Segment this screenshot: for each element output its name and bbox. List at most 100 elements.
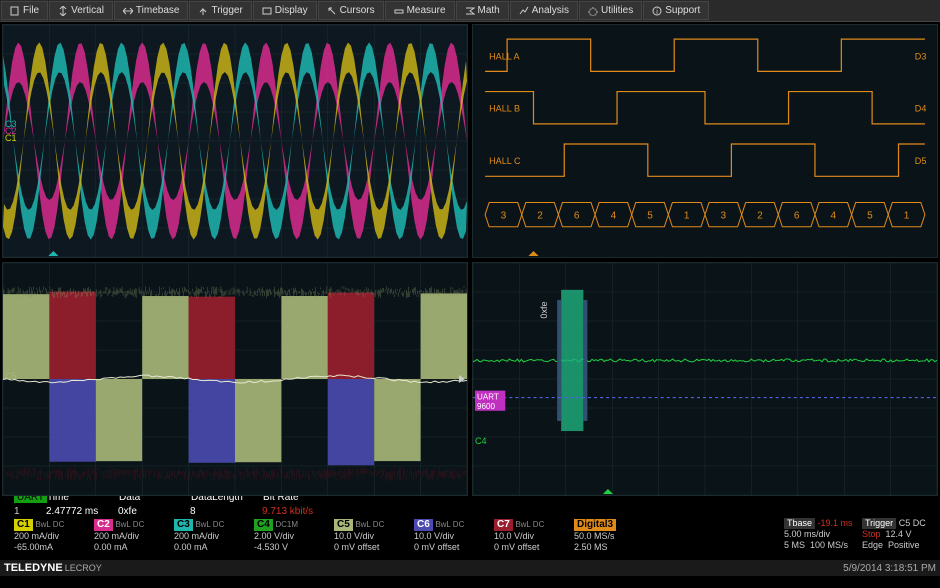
svg-text:1: 1	[904, 211, 910, 222]
channel-offset: -4.530 V	[254, 542, 288, 552]
decode-data: 0xfe	[118, 506, 190, 517]
decode-idx: 1	[14, 506, 46, 517]
channel-coupling: BwL DC	[195, 520, 224, 529]
channel-C5[interactable]: C5 BwL DC 10.0 V/div0 mV offset	[332, 518, 412, 560]
math-icon	[465, 6, 475, 16]
file-icon	[10, 6, 20, 16]
svg-text:2: 2	[757, 211, 763, 222]
channel-scale: 10.0 V/div	[334, 531, 374, 541]
cursors-menu[interactable]: Cursors	[318, 1, 384, 20]
svg-text:1: 1	[684, 211, 690, 222]
channel-scale: 200 mA/div	[174, 531, 219, 541]
decode-time: 2.47772 ms	[46, 506, 118, 517]
svg-text:4: 4	[611, 211, 617, 222]
svg-text:0xfe: 0xfe	[539, 301, 549, 318]
svg-text:HALL A: HALL A	[489, 51, 520, 61]
channel-offset: 0.00 mA	[174, 542, 208, 552]
channel-C4[interactable]: C4 DC1M2.00 V/div-4.530 V	[252, 518, 332, 560]
svg-text:D4: D4	[915, 104, 927, 114]
svg-text:C5: C5	[5, 371, 17, 381]
trigger-menu[interactable]: Trigger	[189, 1, 251, 20]
channel-offset: 0 mV offset	[494, 542, 539, 552]
channel-C6[interactable]: C6 BwL DC 10.0 V/div0 mV offset	[412, 518, 492, 560]
decode-row[interactable]: 1 2.47772 ms 0xfe 8 9.713 kbit/s	[0, 504, 940, 518]
channel-offset: 0.00 mA	[94, 542, 128, 552]
channel-label: C2	[94, 519, 113, 531]
support-menu[interactable]: iSupport	[643, 1, 709, 20]
channel-scale: 200 mA/div	[14, 531, 59, 541]
analysis-icon	[519, 6, 529, 16]
svg-text:D5: D5	[915, 156, 927, 166]
channel-label: C7	[494, 519, 513, 531]
timebase-info[interactable]: Tbase -19.1 ms5.00 ms/div5 MS 100 MS/s	[784, 518, 862, 560]
brand: TELEDYNE	[4, 562, 63, 574]
panel-digital-hall[interactable]: HALL AD3HALL BD4HALL CD5326451326451	[472, 24, 938, 258]
channel-label: C1	[14, 519, 33, 531]
channel-coupling: BwL DC	[115, 520, 144, 529]
svg-text:9600: 9600	[477, 402, 495, 411]
channel-scale: 10.0 V/div	[494, 531, 534, 541]
channel-label: C4	[254, 519, 273, 531]
display-menu[interactable]: Display	[253, 1, 317, 20]
status-bar: TELEDYNE LECROY 5/9/2014 3:18:51 PM	[0, 560, 940, 576]
svg-text:2: 2	[537, 211, 543, 222]
timebase-menu[interactable]: Timebase	[114, 1, 189, 20]
svg-text:HALL B: HALL B	[489, 104, 520, 114]
channel-coupling: BwL DC	[435, 520, 464, 529]
channel-coupling: BwL DC	[515, 520, 544, 529]
channel-coupling: BwL DC	[355, 520, 384, 529]
panel-drive-phases[interactable]: C5	[2, 262, 468, 496]
channel-label: C6	[414, 519, 433, 531]
svg-text:4: 4	[830, 211, 836, 222]
channel-offset: 0 mV offset	[414, 542, 459, 552]
channel-bar: C1 BwL DC200 mA/div-65.00mAC2 BwL DC200 …	[0, 518, 940, 560]
svg-text:3: 3	[721, 211, 727, 222]
vertical-icon	[58, 6, 68, 16]
trigger-info[interactable]: Trigger C5 DCStop 12.4 VEdge Positive	[862, 518, 940, 560]
channel-C3[interactable]: C3 BwL DC 200 mA/div0.00 mA	[172, 518, 252, 560]
channel-scale: 50.0 MS/s	[574, 531, 615, 541]
measure-icon	[394, 6, 404, 16]
panel-uart-decode[interactable]: 0xfe UART9600 C4	[472, 262, 938, 496]
measure-menu[interactable]: Measure	[385, 1, 455, 20]
channel-C7[interactable]: C7 BwL DC 10.0 V/div0 mV offset	[492, 518, 572, 560]
svg-text:D3: D3	[915, 51, 927, 61]
channel-label: C5	[334, 519, 353, 531]
waveform-grid: C1C2C3 HALL A D3 HALL B D4 HALL C D5 3 2 6 4 5 1 3 2 6…	[0, 22, 940, 490]
file-menu[interactable]: File	[1, 1, 48, 20]
panel-analog-motor[interactable]: C1C2C3	[2, 24, 468, 258]
display-icon	[262, 6, 272, 16]
timebase-icon	[123, 6, 133, 16]
analysis-menu[interactable]: Analysis	[510, 1, 578, 20]
svg-text:6: 6	[574, 211, 580, 222]
svg-text:HALL C: HALL C	[489, 156, 521, 166]
svg-text:UART: UART	[477, 393, 499, 402]
utilities-icon	[588, 6, 598, 16]
channel-label: C3	[174, 519, 193, 531]
math-menu[interactable]: Math	[456, 1, 509, 20]
channel-C2[interactable]: C2 BwL DC 200 mA/div0.00 mA	[92, 518, 172, 560]
svg-text:5: 5	[867, 211, 873, 222]
channel-Digital3[interactable]: Digital3 50.0 MS/s2.50 MS	[572, 518, 652, 560]
channel-scale: 200 mA/div	[94, 531, 139, 541]
decode-rate: 9.713 kbit/s	[262, 506, 334, 517]
svg-text:C3: C3	[5, 119, 17, 129]
cursors-icon	[327, 6, 337, 16]
svg-text:6: 6	[794, 211, 800, 222]
channel-label: Digital3	[574, 519, 616, 531]
main-toolbar: File Vertical Timebase Trigger Display C…	[0, 0, 940, 22]
svg-text:C4: C4	[475, 436, 487, 446]
channel-offset: 2.50 MS	[574, 542, 608, 552]
svg-text:3: 3	[501, 211, 507, 222]
timestamp: 5/9/2014 3:18:51 PM	[843, 563, 936, 574]
decode-len: 8	[190, 506, 262, 517]
vertical-menu[interactable]: Vertical	[49, 1, 113, 20]
channel-offset: 0 mV offset	[334, 542, 379, 552]
channel-coupling: DC1M	[275, 520, 298, 529]
brand-sub: LECROY	[65, 563, 102, 573]
channel-offset: -65.00mA	[14, 542, 53, 552]
channel-scale: 10.0 V/div	[414, 531, 454, 541]
channel-coupling: BwL DC	[35, 520, 64, 529]
channel-C1[interactable]: C1 BwL DC 200 mA/div-65.00mA	[12, 518, 92, 560]
utilities-menu[interactable]: Utilities	[579, 1, 642, 20]
